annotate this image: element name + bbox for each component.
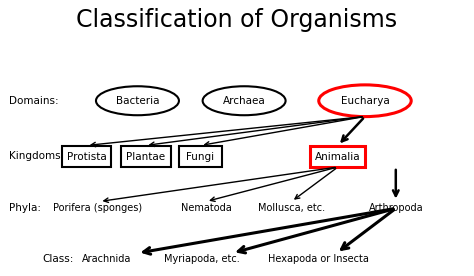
Text: Bacteria: Bacteria [116, 96, 159, 106]
Bar [179, 146, 222, 167]
Text: Porifera (sponges): Porifera (sponges) [53, 203, 142, 213]
Text: Hexapoda or Insecta: Hexapoda or Insecta [268, 254, 369, 264]
Text: Protista: Protista [67, 152, 106, 162]
Text: Kingdoms:: Kingdoms: [9, 151, 65, 161]
Bar [310, 146, 365, 167]
Text: Nematoda: Nematoda [181, 203, 232, 213]
Text: Arthropoda: Arthropoda [368, 203, 423, 213]
Text: Fungi: Fungi [186, 152, 215, 162]
Text: Animalia: Animalia [315, 152, 361, 162]
Text: Class:: Class: [43, 254, 74, 264]
Bar [121, 146, 171, 167]
Text: Myriapoda, etc.: Myriapoda, etc. [164, 254, 239, 264]
Bar [62, 146, 111, 167]
Text: Eucharya: Eucharya [341, 96, 389, 106]
Text: Phyla:: Phyla: [9, 203, 42, 213]
Text: Mollusca, etc.: Mollusca, etc. [258, 203, 325, 213]
Text: Archaea: Archaea [223, 96, 265, 106]
Text: Classification of Organisms: Classification of Organisms [76, 8, 398, 32]
Text: Arachnida: Arachnida [82, 254, 131, 264]
Text: Domains:: Domains: [9, 96, 59, 106]
Text: Plantae: Plantae [126, 152, 165, 162]
